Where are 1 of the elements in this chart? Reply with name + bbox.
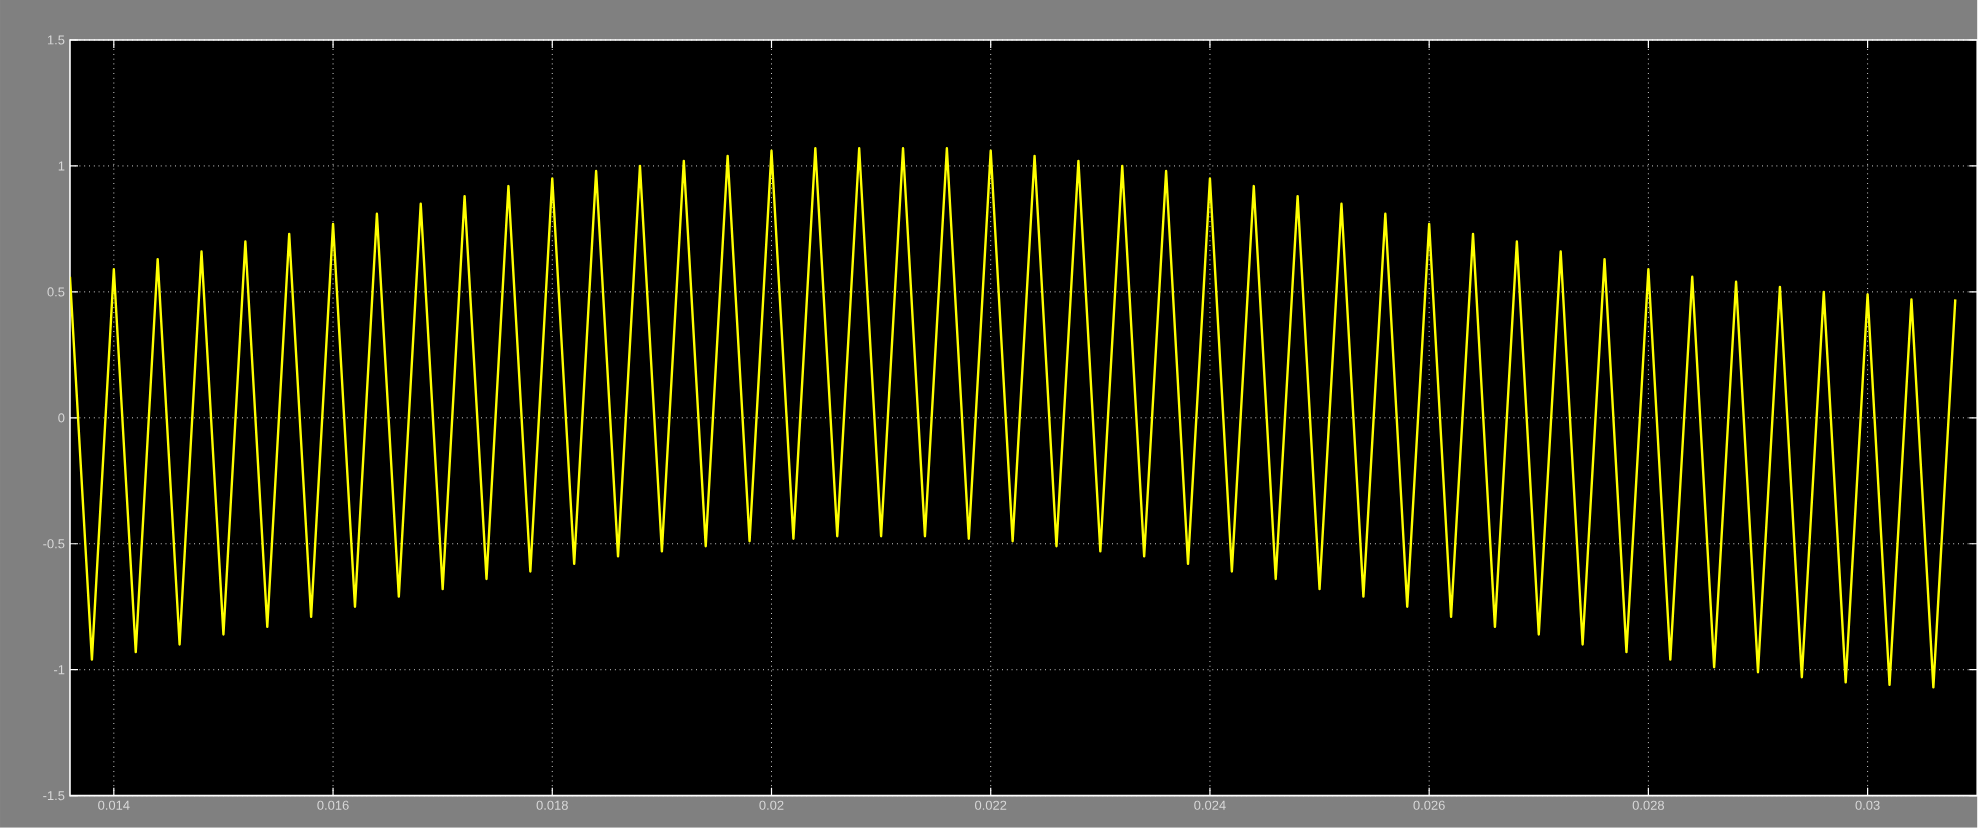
line-series <box>69 147 1957 689</box>
